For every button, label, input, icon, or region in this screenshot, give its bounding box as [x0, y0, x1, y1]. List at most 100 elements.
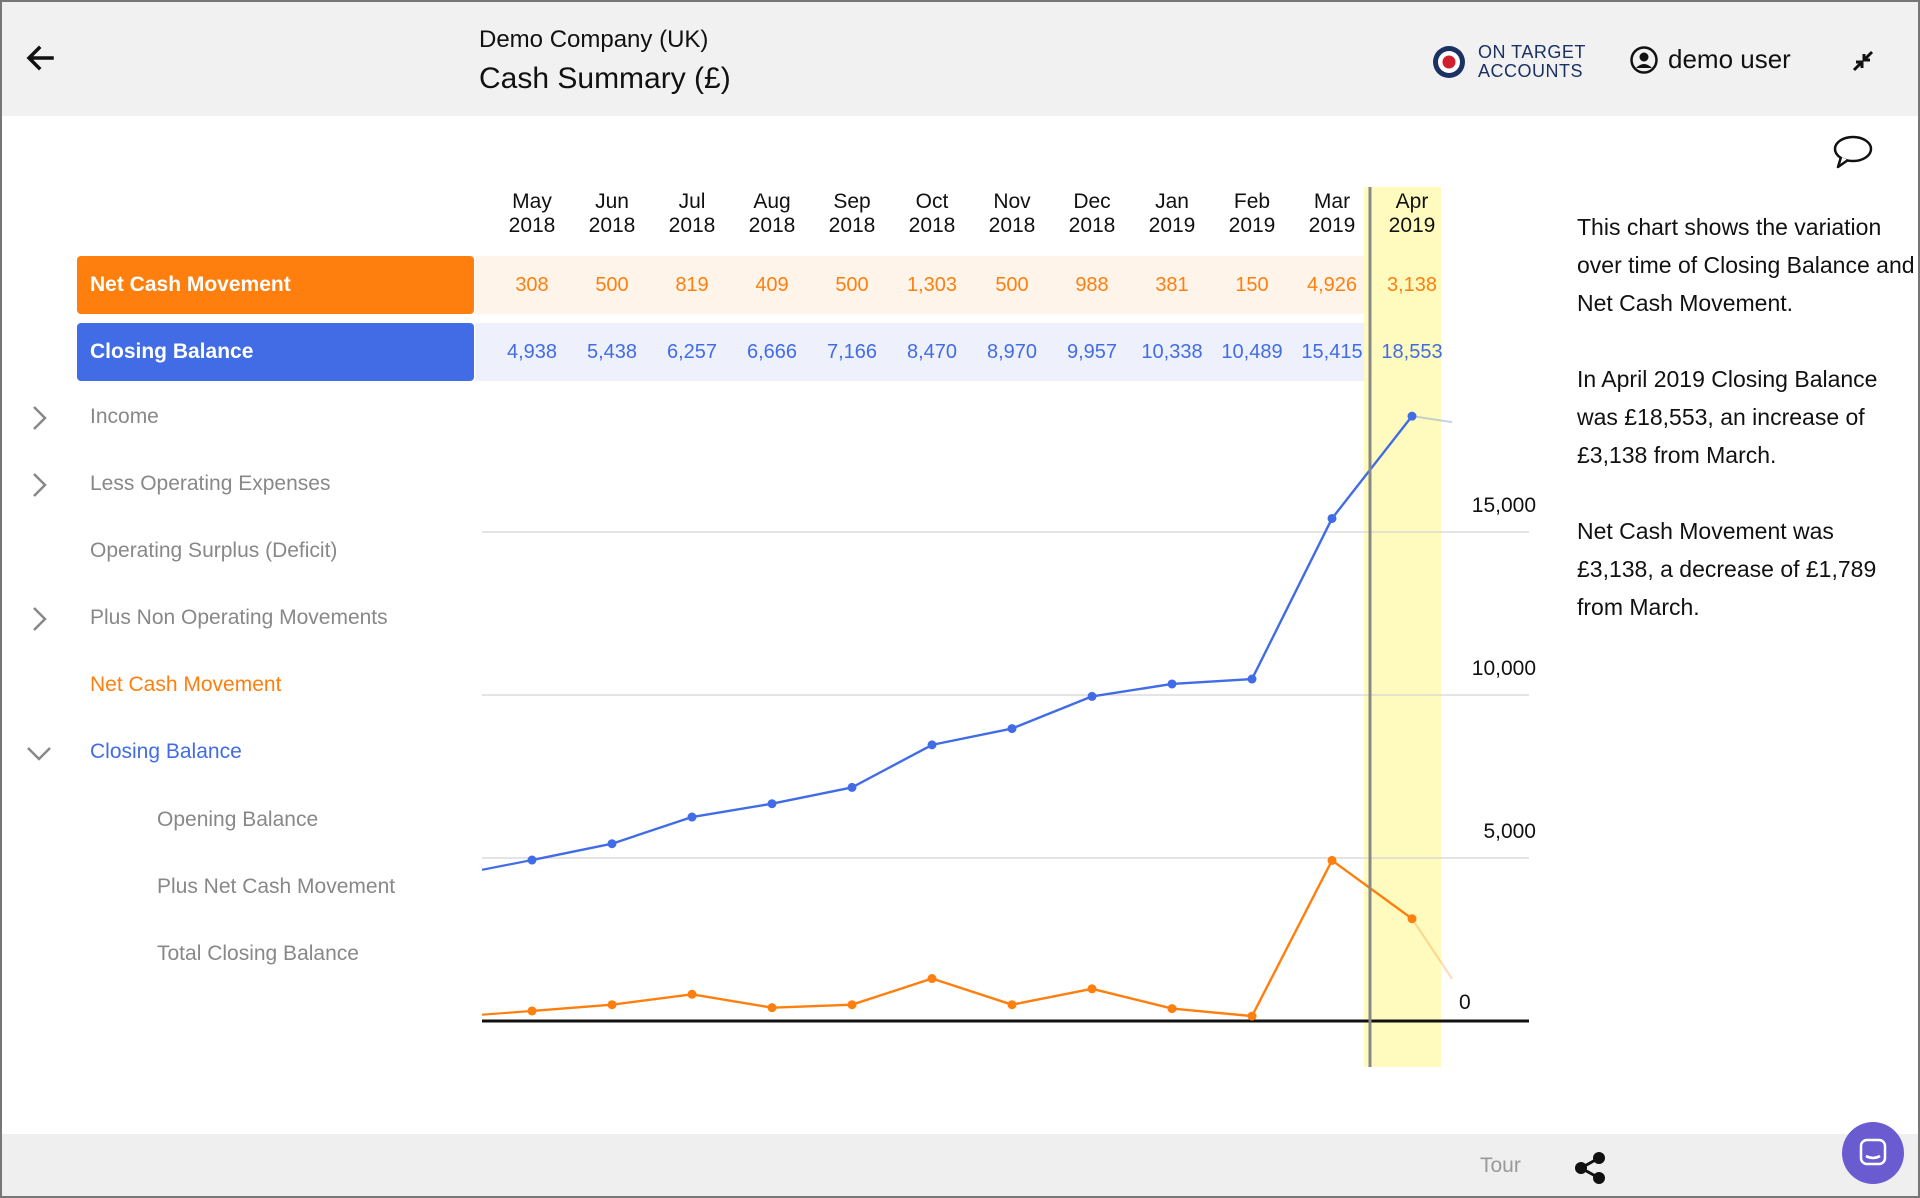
net-cash-movement-line	[531, 859, 1413, 1018]
row-net-cash-movement[interactable]: Net Cash Movement	[90, 673, 282, 696]
row-operating-surplus[interactable]: Operating Surplus (Deficit)	[90, 539, 338, 562]
row-plus-non-operating-movements[interactable]: Plus Non Operating Movements	[90, 606, 388, 629]
closing-balance-point	[1407, 411, 1417, 421]
net-cash-value: 819	[675, 274, 709, 296]
description-paragraph: In April 2019 Closing Balance was £18,55…	[1577, 366, 1878, 468]
description-paragraph: This chart shows the variation over time…	[1577, 214, 1915, 316]
closing-balance-point	[1167, 679, 1177, 689]
month-label: Apr 2019	[1388, 190, 1436, 237]
net-cash-movement-point	[927, 974, 937, 984]
brand-line-2: ACCOUNTS	[1478, 61, 1584, 81]
month-label: May 2018	[508, 190, 556, 237]
month-label: Oct 2018	[908, 190, 956, 237]
closing-balance-point	[767, 799, 777, 809]
closing-balance-value: 15,415	[1301, 341, 1363, 363]
chart-description: This chart shows the variation over time…	[1577, 208, 1917, 664]
company-name: Demo Company (UK)	[479, 26, 709, 53]
share-icon[interactable]	[1572, 1150, 1608, 1186]
net-cash-value: 1,303	[906, 274, 958, 296]
closing-balance-point	[1087, 691, 1097, 701]
closing-balance-pill[interactable]: Closing Balance	[77, 323, 474, 381]
minimize-icon[interactable]	[1848, 46, 1878, 76]
closing-balance-point	[847, 782, 857, 792]
user-circle-icon	[1630, 45, 1658, 74]
closing-balance-value: 10,338	[1141, 341, 1203, 363]
closing-balance-value: 7,166	[826, 341, 878, 363]
user-menu[interactable]: demo user	[1630, 44, 1791, 75]
month-label: Dec 2018	[1068, 190, 1116, 237]
chevron-right-icon[interactable]	[24, 468, 54, 502]
description-paragraph: Net Cash Movement was £3,138, a decrease…	[1577, 518, 1877, 620]
row-income[interactable]: Income	[90, 405, 159, 428]
net-cash-movement-line-lead	[481, 1009, 533, 1016]
net-cash-value: 150	[1235, 274, 1269, 296]
header-bar	[2, 2, 1918, 116]
user-name: demo user	[1668, 44, 1791, 74]
selected-month-highlight	[1364, 187, 1441, 1067]
roundel-logo-icon	[1433, 46, 1465, 78]
closing-balance-value: 8,970	[986, 341, 1038, 363]
row-total-closing-balance[interactable]: Total Closing Balance	[157, 942, 359, 965]
row-plus-net-cash-movement[interactable]: Plus Net Cash Movement	[157, 875, 396, 898]
row-closing-balance[interactable]: Closing Balance	[90, 740, 242, 763]
net-cash-values-band	[475, 256, 1441, 314]
chevron-down-icon[interactable]	[24, 736, 54, 770]
y-tick-label: 0	[1459, 991, 1471, 1014]
net-cash-movement-point	[607, 1000, 617, 1010]
page-title: Cash Summary (£)	[479, 62, 731, 95]
net-cash-value: 500	[595, 274, 629, 296]
chevron-right-icon[interactable]	[24, 401, 54, 435]
closing-balance-value: 5,438	[586, 341, 638, 363]
month-label: Mar 2019	[1308, 190, 1356, 237]
month-label: Nov 2018	[988, 190, 1036, 237]
net-cash-movement-point	[1167, 1004, 1177, 1014]
net-cash-movement-point	[1407, 914, 1417, 924]
net-cash-movement-point	[1007, 1000, 1017, 1010]
closing-balance-value: 9,957	[1066, 341, 1118, 363]
closing-balance-line-lead	[481, 858, 533, 871]
net-cash-movement-line-tail	[1411, 918, 1453, 980]
net-cash-movement-point	[847, 1000, 857, 1010]
net-cash-value: 409	[755, 274, 789, 296]
closing-balance-values-band	[475, 323, 1441, 381]
back-arrow-icon[interactable]	[22, 38, 62, 78]
net-cash-value: 500	[995, 274, 1029, 296]
month-label: Jun 2018	[588, 190, 636, 237]
brand-logo: ON TARGET ACCOUNTS	[1432, 42, 1598, 82]
closing-balance-point	[607, 839, 617, 849]
net-cash-value: 381	[1155, 274, 1189, 296]
closing-balance-value: 10,489	[1221, 341, 1283, 363]
tour-link[interactable]: Tour	[1480, 1154, 1521, 1177]
closing-balance-value: 8,470	[906, 341, 958, 363]
net-cash-movement-point	[767, 1003, 777, 1013]
y-tick-label: 5,000	[1483, 820, 1536, 843]
net-cash-value: 3,138	[1386, 274, 1438, 296]
month-label: Jan 2019	[1148, 190, 1196, 237]
closing-balance-point	[687, 812, 697, 822]
closing-balance-point	[1007, 724, 1017, 734]
month-label: Aug 2018	[748, 190, 796, 237]
closing-balance-value: 18,553	[1381, 341, 1443, 363]
net-cash-movement-point	[687, 989, 697, 999]
net-cash-movement-point	[1247, 1011, 1257, 1021]
month-label: Sep 2018	[828, 190, 876, 237]
net-cash-value: 500	[835, 274, 869, 296]
closing-balance-line-tail	[1411, 415, 1453, 424]
chat-icon[interactable]	[1842, 1122, 1904, 1184]
comment-speech-bubble-icon[interactable]	[1832, 132, 1874, 172]
net-cash-value: 988	[1075, 274, 1109, 296]
net-cash-movement-point	[1087, 984, 1097, 994]
row-opening-balance[interactable]: Opening Balance	[157, 808, 319, 831]
y-tick-label: 15,000	[1471, 494, 1536, 517]
net-cash-value: 308	[515, 274, 549, 296]
row-less-operating-expenses[interactable]: Less Operating Expenses	[90, 472, 331, 495]
month-label: Feb 2019	[1228, 190, 1276, 237]
closing-balance-line	[531, 415, 1413, 862]
closing-balance-point	[1247, 674, 1257, 684]
net-cash-movement-pill[interactable]: Net Cash Movement	[77, 256, 474, 314]
net-cash-value: 4,926	[1306, 274, 1358, 296]
chevron-right-icon[interactable]	[24, 602, 54, 636]
footer-bar	[2, 1134, 1918, 1196]
